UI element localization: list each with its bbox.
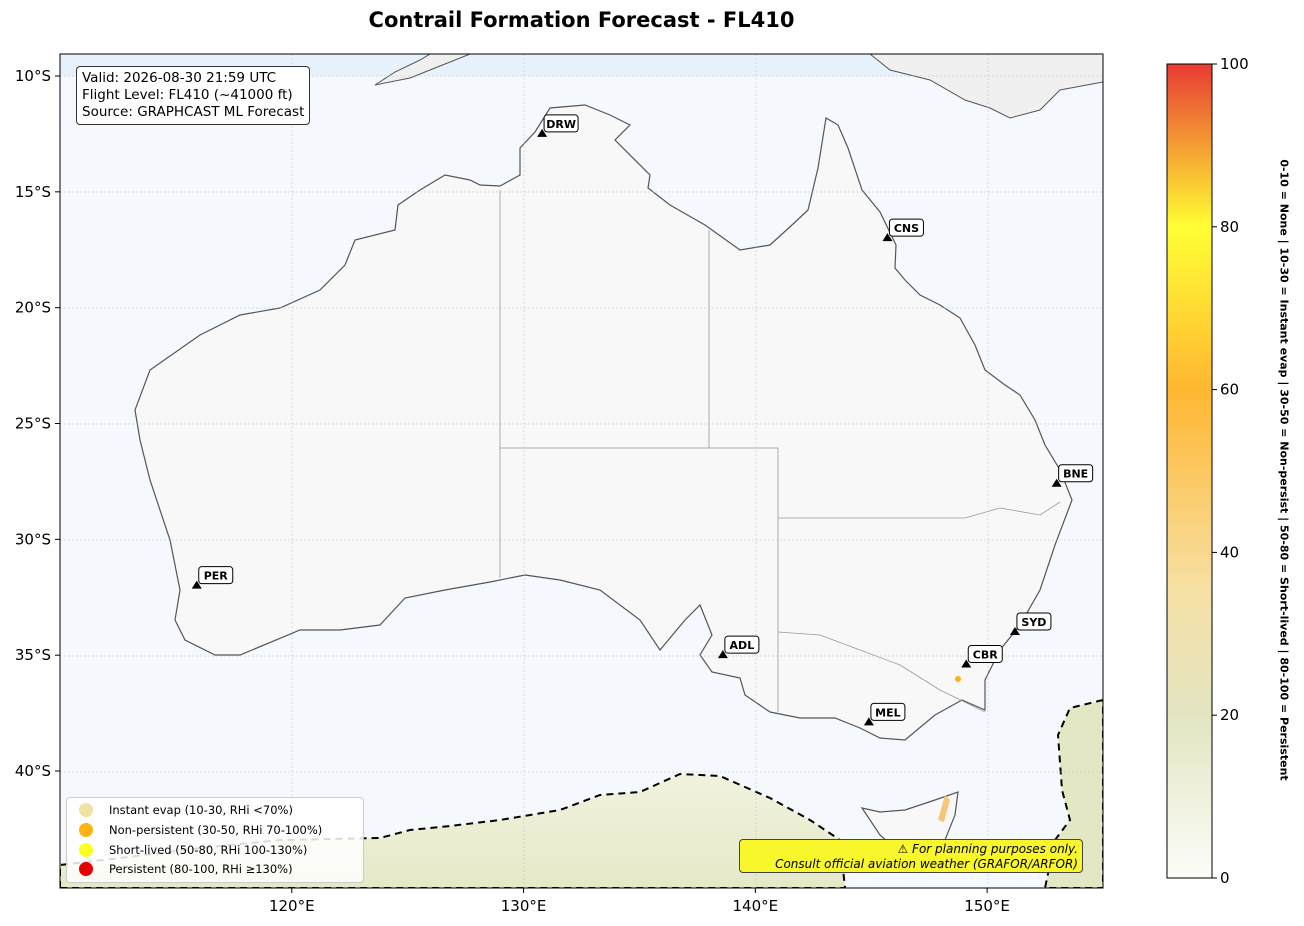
legend-dot-icon (79, 803, 93, 817)
colorbar (1166, 63, 1213, 879)
landmass-australia (134, 104, 1073, 741)
flight-level: Flight Level: FL410 (~41000 ft) (82, 87, 293, 103)
airport-icon (863, 717, 874, 726)
latitude-ticks: 10°S 15°S 20°S 25°S 30°S 35°S 40°S (15, 67, 60, 780)
state-borders (499, 190, 1061, 713)
airport-icon (717, 650, 728, 659)
legend-label: Persistent (80-100, RHi ≥130%) (109, 862, 293, 876)
city-marker: SYD (1009, 612, 1052, 636)
data-source: Source: GRAPHCAST ML Forecast (82, 104, 305, 120)
lat-tick-label: 10°S (15, 67, 51, 85)
colorbar-tick-label: 100 (1220, 55, 1249, 73)
city-marker: CBR (961, 644, 1003, 668)
city-label: CNS (894, 222, 919, 235)
lon-tick-label: 140°E (733, 897, 779, 915)
city-marker: MEL (863, 702, 906, 726)
city-label: SYD (1021, 616, 1046, 629)
legend-label: Non-persistent (30-50, RHi 70-100%) (109, 823, 323, 837)
chart-title: Contrail Formation Forecast - FL410 (368, 8, 795, 32)
city-label-box (1058, 464, 1094, 483)
colorbar-tick-label: 20 (1220, 706, 1239, 724)
contrail-patch-cbr (955, 676, 961, 682)
legend-label: Short-lived (50-80, RHi 100-130%) (109, 843, 308, 857)
legend-item: Persistent (80-100, RHi ≥130%) (79, 860, 293, 878)
city-marker: DRW (537, 114, 579, 137)
city-label-box (198, 566, 234, 585)
city-label: CBR (973, 648, 998, 661)
city-marker: PER (191, 566, 234, 589)
legend-item: Short-lived (50-80, RHi 100-130%) (79, 841, 307, 859)
city-label-box (543, 114, 579, 133)
city-label: MEL (875, 706, 900, 719)
valid-time: Valid: 2026-08-30 21:59 UTC (82, 70, 277, 86)
lat-tick-label: 20°S (15, 299, 51, 317)
landmass-timor (374, 54, 471, 86)
map-frame (59, 53, 1104, 889)
city-label: BNE (1063, 468, 1088, 481)
legend-dot-icon (79, 823, 93, 837)
lat-tick-label: 15°S (15, 183, 51, 201)
city-label: ADL (730, 639, 755, 652)
city-label: PER (204, 570, 229, 583)
contrail-patch-tasmania (938, 795, 950, 822)
airport-icon (882, 233, 893, 242)
city-marker: ADL (717, 635, 760, 659)
legend-dot-icon (79, 843, 93, 857)
city-marker: CNS (882, 218, 924, 242)
planning-warning: ⚠ For planning purposes only. Consult of… (739, 839, 1083, 873)
lon-tick-label: 130°E (501, 897, 547, 915)
legend-item: Non-persistent (30-50, RHi 70-100%) (79, 821, 322, 839)
airport-icon (191, 580, 202, 589)
legend-item: Instant evap (10-30, RHi <70%) (79, 801, 293, 819)
lat-tick-label: 40°S (15, 762, 51, 780)
colorbar-tick-label: 60 (1220, 381, 1239, 399)
lat-tick-label: 35°S (15, 646, 51, 664)
colorbar-tick-label: 0 (1220, 869, 1230, 887)
airport-icon (1009, 627, 1020, 636)
colorbar-label-container: 0-10 = None | 10-30 = Instant evap | 30-… (1244, 70, 1304, 870)
legend-label: Instant evap (10-30, RHi <70%) (109, 803, 293, 817)
ocean-north-band (60, 54, 1103, 76)
city-label: DRW (546, 118, 576, 131)
longitude-ticks: 120°E 130°E 140°E 150°E (269, 888, 1010, 915)
lon-tick-label: 150°E (964, 897, 1010, 915)
city-label-box (870, 702, 906, 721)
lat-tick-label: 30°S (15, 530, 51, 548)
city-label-box (1016, 612, 1052, 631)
colorbar-ticks: 0 20 40 60 80 100 (1212, 55, 1249, 887)
city-label-box (888, 218, 924, 237)
lat-tick-label: 25°S (15, 415, 51, 433)
colorbar-label: 0-10 = None | 10-30 = Instant evap | 30-… (1277, 159, 1291, 781)
airport-icon (961, 659, 972, 668)
forecast-info-box: Valid: 2026-08-30 21:59 UTC Flight Level… (76, 66, 311, 125)
city-markers: DRW CNS BNE PER ADL SYD CBR MEL (191, 114, 1094, 726)
lon-tick-label: 120°E (269, 897, 315, 915)
warning-line-2: Consult official aviation weather (GRAFO… (775, 857, 1078, 871)
colorbar-tick-label: 40 (1220, 543, 1239, 561)
legend-dot-icon (79, 862, 93, 876)
warning-line-1: ⚠ For planning purposes only. (897, 842, 1078, 856)
landmass-png (869, 54, 1103, 119)
colorbar-tick-label: 80 (1220, 218, 1239, 236)
airport-icon (537, 128, 548, 137)
city-label-box (724, 635, 760, 654)
city-marker: BNE (1051, 464, 1094, 487)
legend: Instant evap (10-30, RHi <70%) Non-persi… (66, 797, 364, 883)
airport-icon (1051, 478, 1062, 487)
city-label-box (967, 644, 1003, 663)
